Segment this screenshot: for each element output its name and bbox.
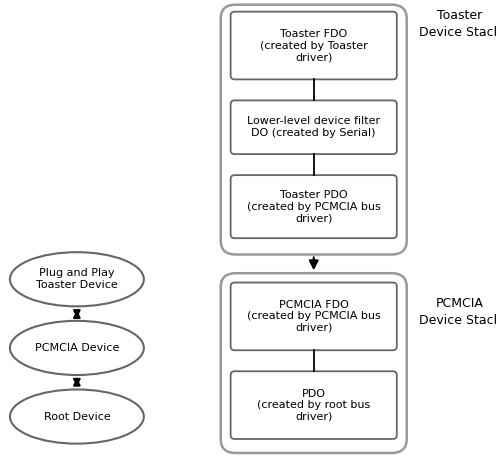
FancyBboxPatch shape	[231, 175, 397, 238]
Text: Toaster
Device Stack: Toaster Device Stack	[419, 9, 496, 39]
Ellipse shape	[10, 252, 144, 306]
FancyBboxPatch shape	[231, 371, 397, 439]
Ellipse shape	[10, 389, 144, 444]
Text: Toaster PDO
(created by PCMCIA bus
driver): Toaster PDO (created by PCMCIA bus drive…	[247, 190, 380, 223]
Text: Toaster FDO
(created by Toaster
driver): Toaster FDO (created by Toaster driver)	[260, 29, 368, 62]
Ellipse shape	[10, 321, 144, 375]
FancyBboxPatch shape	[231, 12, 397, 79]
Text: PDO
(created by root bus
driver): PDO (created by root bus driver)	[257, 389, 371, 422]
Text: PCMCIA
Device Stack: PCMCIA Device Stack	[419, 297, 496, 326]
Text: Root Device: Root Device	[44, 411, 110, 422]
FancyBboxPatch shape	[221, 273, 407, 453]
Text: PCMCIA Device: PCMCIA Device	[35, 343, 119, 353]
FancyBboxPatch shape	[231, 100, 397, 154]
FancyBboxPatch shape	[231, 283, 397, 350]
Text: PCMCIA FDO
(created by PCMCIA bus
driver): PCMCIA FDO (created by PCMCIA bus driver…	[247, 300, 380, 333]
Text: Plug and Play
Toaster Device: Plug and Play Toaster Device	[36, 269, 118, 290]
FancyBboxPatch shape	[221, 5, 407, 255]
Text: Lower-level device filter
DO (created by Serial): Lower-level device filter DO (created by…	[247, 116, 380, 138]
